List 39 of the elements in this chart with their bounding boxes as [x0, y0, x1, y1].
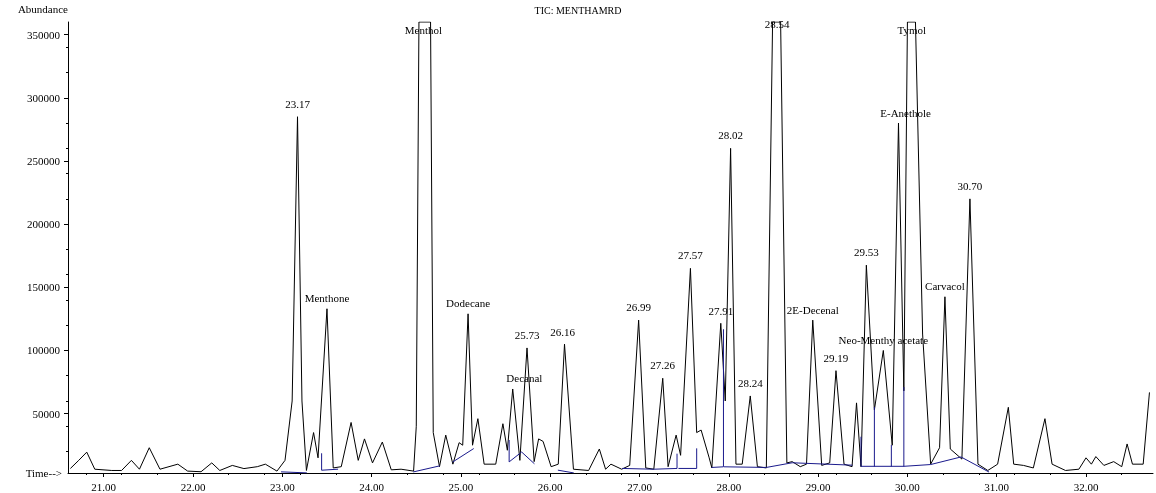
annotation: 27.26	[650, 359, 676, 372]
x-tick-label: 25.00	[448, 480, 474, 493]
x-tick-label: 26.00	[537, 480, 564, 493]
x-tick-label: 30.00	[895, 480, 921, 493]
y-axis-title: Abundance	[17, 2, 69, 15]
annotation: Dodecane	[446, 297, 491, 310]
annotation: 30.70	[957, 179, 983, 192]
y-tick-label: 350000	[27, 28, 61, 41]
y-tick-label: 100000	[27, 344, 61, 357]
annotation: 29.53	[853, 245, 880, 258]
annotation: 27.57	[678, 249, 704, 262]
annotation: Menthone	[304, 292, 350, 305]
y-tick-label: 200000	[27, 218, 61, 231]
x-tick-label: 23.00	[269, 480, 296, 493]
y-tick-label: 50000	[32, 407, 61, 420]
x-axis-title: Time-->	[25, 467, 62, 479]
annotation: 28.24	[737, 376, 764, 389]
chart-title: TIC: MENTHAMRD	[534, 4, 622, 16]
x-tick-label: 29.00	[805, 480, 831, 493]
x-tick-label: 22.00	[180, 480, 206, 493]
annotation: Carvacol	[925, 280, 965, 293]
x-tick-label: 32.00	[1073, 480, 1099, 493]
x-tick-label: 24.00	[359, 480, 385, 493]
annotation: 29.19	[823, 351, 849, 364]
annotation: Decanal	[506, 371, 543, 384]
annotation: 28.02	[718, 129, 743, 142]
y-tick-label: 150000	[27, 281, 61, 294]
y-tick-label: 250000	[27, 154, 61, 167]
x-tick-label: 21.00	[91, 480, 117, 493]
annotation: 28.54	[764, 18, 790, 31]
annotation: 25.73	[514, 328, 540, 341]
annotation: 23.17	[285, 97, 311, 110]
x-tick-label: 28.00	[716, 480, 742, 493]
x-tick-label: 31.00	[984, 480, 1010, 493]
annotation: 26.16	[550, 326, 576, 339]
x-tick-label: 27.00	[627, 480, 653, 493]
y-tick-label: 300000	[27, 91, 61, 104]
annotation: 26.99	[626, 301, 652, 314]
annotation: 2E-Decenal	[786, 303, 839, 316]
